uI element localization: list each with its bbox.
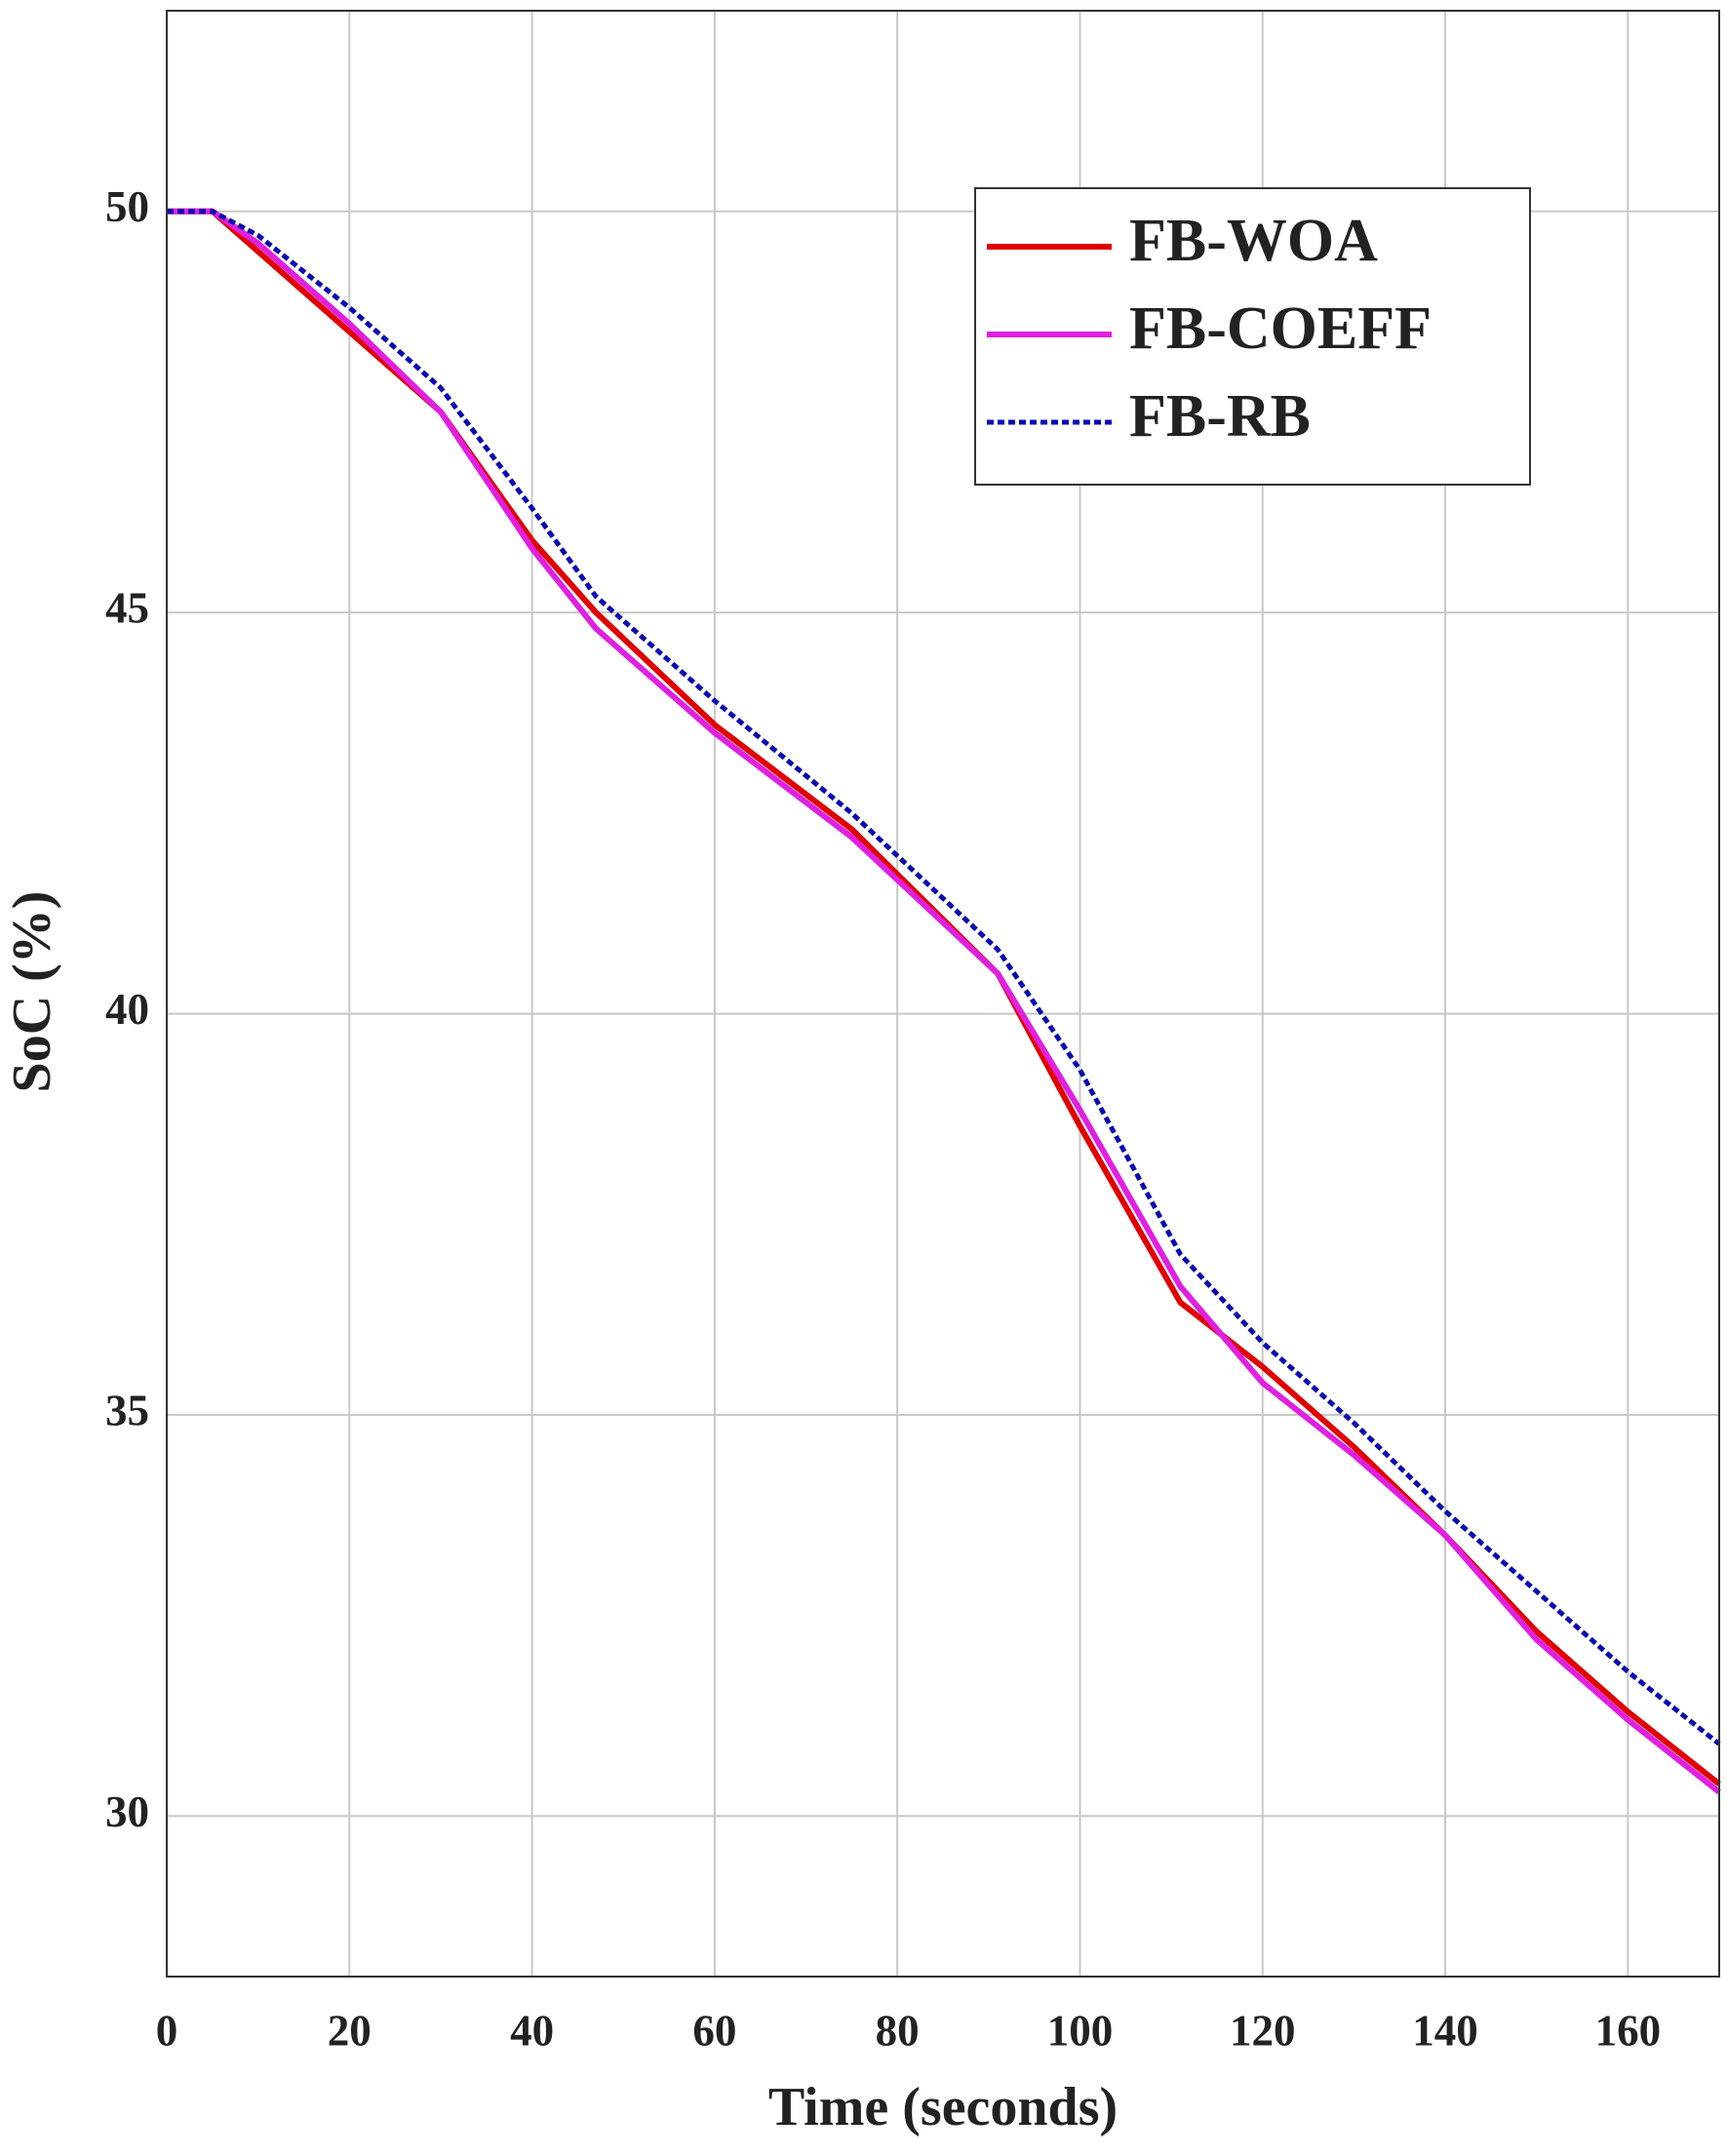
y-tick-label: 50 — [105, 182, 149, 231]
x-axis-label: Time (seconds) — [768, 2077, 1118, 2137]
y-tick-label: 30 — [105, 1787, 149, 1836]
line-series — [167, 209, 1721, 1746]
legend-label: FB-WOA — [1129, 208, 1378, 274]
x-tick-label: 140 — [1412, 2006, 1478, 2055]
x-tick-label: 20 — [328, 2006, 372, 2055]
y-axis-label: SoC (%) — [2, 891, 62, 1093]
x-tick-label: 60 — [692, 2006, 736, 2055]
plot-frame — [166, 10, 1720, 1978]
legend-label: FB-COEFF — [1129, 295, 1432, 362]
x-tick-label: 120 — [1230, 2006, 1296, 2055]
legend-label: FB-RB — [1129, 383, 1311, 450]
x-tick-label: 80 — [876, 2006, 920, 2055]
y-tick-label: 45 — [105, 583, 149, 632]
x-tick-label: 40 — [510, 2006, 554, 2055]
line-series — [167, 208, 1721, 1795]
x-tick-label: 160 — [1595, 2006, 1662, 2055]
x-tick-label: 100 — [1047, 2006, 1114, 2055]
y-tick-label: 40 — [105, 985, 149, 1034]
x-tick-label: 0 — [156, 2006, 178, 2055]
y-tick-label: 35 — [105, 1386, 149, 1434]
